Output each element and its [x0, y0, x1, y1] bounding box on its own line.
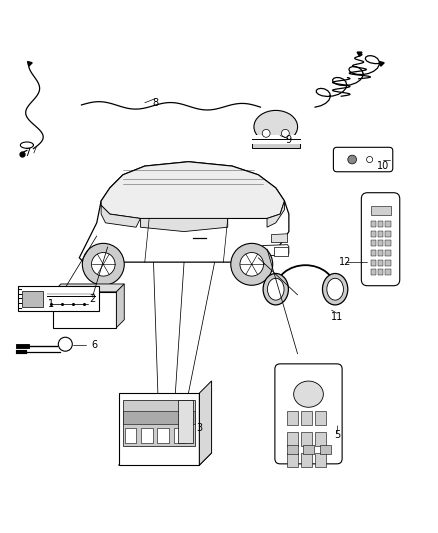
Bar — [53, 292, 117, 328]
Bar — [125, 428, 137, 443]
Bar — [371, 260, 376, 265]
Text: 5: 5 — [334, 430, 340, 440]
Bar — [378, 231, 383, 237]
Polygon shape — [263, 245, 289, 256]
Text: 2: 2 — [89, 294, 95, 304]
Polygon shape — [272, 234, 288, 243]
Polygon shape — [79, 161, 289, 262]
Ellipse shape — [327, 278, 343, 300]
Text: 1: 1 — [48, 298, 54, 309]
Bar — [287, 432, 297, 446]
FancyBboxPatch shape — [333, 147, 393, 172]
Text: 7: 7 — [24, 148, 30, 158]
Bar — [378, 260, 383, 265]
Polygon shape — [119, 393, 199, 465]
Bar — [371, 221, 376, 227]
Bar — [157, 428, 169, 443]
FancyBboxPatch shape — [361, 193, 400, 286]
Bar — [320, 445, 331, 454]
Bar — [315, 411, 326, 425]
Bar — [385, 221, 391, 227]
Bar — [177, 400, 193, 443]
FancyBboxPatch shape — [275, 364, 342, 464]
Bar — [385, 231, 391, 237]
Polygon shape — [53, 284, 124, 292]
Bar — [378, 240, 383, 246]
Bar — [287, 445, 297, 454]
Bar — [274, 247, 288, 256]
Bar — [250, 135, 302, 144]
Bar — [301, 432, 312, 446]
Text: 10: 10 — [377, 161, 389, 171]
Text: 6: 6 — [92, 340, 98, 350]
Bar — [287, 411, 297, 425]
Text: 11: 11 — [331, 312, 343, 322]
Circle shape — [240, 253, 264, 276]
Bar — [287, 454, 297, 466]
Bar — [301, 454, 312, 466]
Circle shape — [348, 155, 357, 164]
Bar — [301, 411, 312, 425]
Bar — [141, 428, 152, 443]
Polygon shape — [199, 381, 212, 465]
Bar — [18, 286, 99, 311]
Bar — [371, 206, 391, 215]
Ellipse shape — [268, 278, 284, 300]
Bar — [173, 428, 185, 443]
Bar — [371, 240, 376, 246]
Polygon shape — [267, 201, 285, 227]
Polygon shape — [101, 205, 141, 227]
Polygon shape — [119, 453, 212, 465]
Ellipse shape — [293, 381, 323, 407]
Bar — [252, 139, 300, 148]
Text: 8: 8 — [152, 98, 159, 108]
Circle shape — [82, 244, 124, 285]
Bar — [378, 250, 383, 256]
Bar — [123, 400, 195, 446]
Ellipse shape — [322, 273, 348, 305]
Bar — [385, 240, 391, 246]
Bar — [378, 221, 383, 227]
Circle shape — [92, 253, 115, 276]
Ellipse shape — [370, 271, 392, 281]
Text: 9: 9 — [286, 135, 292, 145]
Ellipse shape — [263, 273, 288, 305]
Bar — [371, 231, 376, 237]
Bar — [371, 269, 376, 275]
Polygon shape — [101, 161, 285, 219]
Circle shape — [282, 130, 289, 138]
Bar — [315, 454, 326, 466]
Polygon shape — [141, 219, 228, 231]
Circle shape — [262, 130, 270, 138]
Text: 3: 3 — [196, 423, 202, 433]
Bar — [303, 445, 314, 454]
Bar — [371, 250, 376, 256]
Bar — [378, 269, 383, 275]
Bar — [123, 411, 195, 424]
Bar — [385, 250, 391, 256]
Circle shape — [231, 244, 273, 285]
Ellipse shape — [254, 110, 297, 143]
Text: 12: 12 — [339, 257, 352, 267]
Bar — [315, 432, 326, 446]
Bar — [385, 260, 391, 265]
Polygon shape — [117, 284, 124, 328]
Circle shape — [367, 157, 373, 163]
Bar — [385, 269, 391, 275]
Bar — [21, 291, 42, 306]
